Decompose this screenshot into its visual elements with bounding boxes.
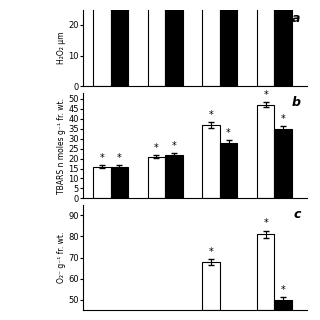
Text: *: * <box>263 219 268 228</box>
Bar <box>275 129 292 198</box>
Y-axis label: TBARS n moles g⁻¹ fr. wt.: TBARS n moles g⁻¹ fr. wt. <box>57 98 66 194</box>
Bar <box>275 300 292 310</box>
Text: *: * <box>209 246 213 257</box>
Bar <box>202 0 220 86</box>
Text: *: * <box>226 128 231 138</box>
Bar <box>257 0 275 86</box>
Text: c: c <box>293 208 300 221</box>
Bar <box>275 0 292 86</box>
Bar <box>93 166 110 198</box>
Bar <box>220 143 237 198</box>
Text: *: * <box>209 109 213 120</box>
Text: *: * <box>154 143 159 153</box>
Text: *: * <box>117 153 122 163</box>
Bar <box>165 0 183 86</box>
Y-axis label: H₂O₂ μm: H₂O₂ μm <box>57 32 66 64</box>
Text: *: * <box>281 285 285 295</box>
Text: *: * <box>172 141 176 151</box>
Text: *: * <box>263 90 268 100</box>
Bar <box>220 0 237 86</box>
Bar <box>148 0 165 86</box>
Bar <box>202 125 220 198</box>
Bar <box>202 262 220 310</box>
Text: *: * <box>100 153 104 163</box>
Bar <box>110 166 128 198</box>
Bar <box>257 105 275 198</box>
Bar <box>93 0 110 86</box>
Text: b: b <box>292 96 300 109</box>
Text: *: * <box>281 114 285 124</box>
Text: a: a <box>292 12 300 25</box>
Bar <box>110 0 128 86</box>
Bar <box>165 155 183 198</box>
Bar <box>148 156 165 198</box>
Y-axis label: O₂⁻ g⁻¹ fr. wt.: O₂⁻ g⁻¹ fr. wt. <box>57 232 66 283</box>
Bar <box>257 234 275 310</box>
